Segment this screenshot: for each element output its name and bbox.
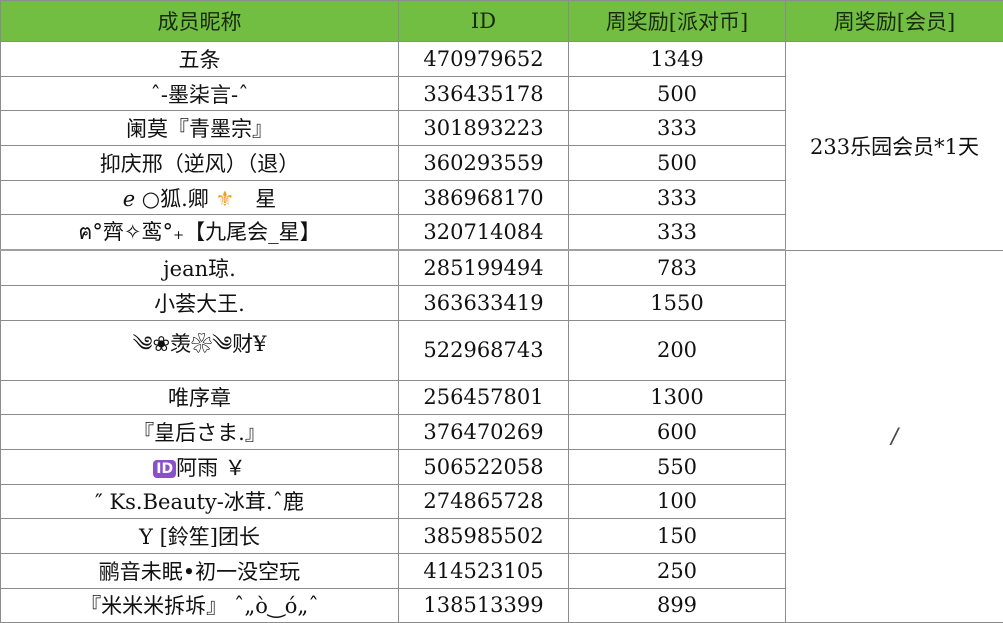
- cell-id[interactable]: 414523105: [399, 553, 569, 588]
- cell-coins[interactable]: 333: [569, 215, 786, 250]
- cell-id[interactable]: 506522058: [399, 449, 569, 484]
- cell-name[interactable]: ฅ°齊✧鸾°₊【九尾会_星】: [1, 215, 399, 250]
- cell-coins[interactable]: 150: [569, 519, 786, 554]
- cell-name[interactable]: ༄❀羡❀༄财¥: [1, 320, 399, 380]
- cell-id[interactable]: 376470269: [399, 415, 569, 450]
- cell-membership[interactable]: 233乐园会员*1天: [786, 42, 1003, 251]
- cell-id[interactable]: 522968743: [399, 320, 569, 380]
- cell-id[interactable]: 336435178: [399, 76, 569, 111]
- id-badge-icon: ID: [153, 460, 176, 478]
- cell-id[interactable]: 301893223: [399, 111, 569, 146]
- cell-name[interactable]: 抑庆邢（逆风）（退）: [1, 146, 399, 181]
- cell-coins[interactable]: 333: [569, 180, 786, 215]
- cell-coins[interactable]: 200: [569, 320, 786, 380]
- cell-id[interactable]: 256457801: [399, 380, 569, 415]
- cell-membership[interactable]: /: [786, 250, 1003, 623]
- cell-coins[interactable]: 550: [569, 449, 786, 484]
- cell-coins[interactable]: 783: [569, 250, 786, 285]
- cell-id[interactable]: 363633419: [399, 285, 569, 320]
- fleur-de-lis-icon: ⚜: [215, 187, 234, 211]
- cell-id[interactable]: 385985502: [399, 519, 569, 554]
- cell-id[interactable]: 386968170: [399, 180, 569, 215]
- header-membership[interactable]: 周奖励[会员]: [786, 1, 1003, 42]
- cell-coins[interactable]: 899: [569, 588, 786, 623]
- cell-coins[interactable]: 1300: [569, 380, 786, 415]
- header-nickname[interactable]: 成员昵称: [1, 1, 399, 42]
- cell-name[interactable]: ℯ ○狐.卿 ⚜ 星: [1, 180, 399, 215]
- cell-name[interactable]: 『米米米拆坼』 ˆ„ò‿ó„ˆ: [1, 588, 399, 623]
- cell-coins[interactable]: 500: [569, 146, 786, 181]
- cell-coins[interactable]: 1349: [569, 42, 786, 77]
- cell-name[interactable]: 阑莫『青墨宗』: [1, 111, 399, 146]
- header-id[interactable]: ID: [399, 1, 569, 42]
- cell-name[interactable]: ˆ-墨柒言-ˆ: [1, 76, 399, 111]
- header-coins[interactable]: 周奖励[派对币]: [569, 1, 786, 42]
- cell-id[interactable]: 274865728: [399, 484, 569, 519]
- cell-coins[interactable]: 100: [569, 484, 786, 519]
- cell-id[interactable]: 285199494: [399, 250, 569, 285]
- cell-name[interactable]: 五条: [1, 42, 399, 77]
- cell-name[interactable]: 唯序章: [1, 380, 399, 415]
- cell-id[interactable]: 470979652: [399, 42, 569, 77]
- cell-id[interactable]: 360293559: [399, 146, 569, 181]
- cell-coins[interactable]: 333: [569, 111, 786, 146]
- cell-coins[interactable]: 250: [569, 553, 786, 588]
- cell-name[interactable]: 『皇后さま.』: [1, 415, 399, 450]
- cell-name[interactable]: 小荟大王.: [1, 285, 399, 320]
- header-row: 成员昵称 ID 周奖励[派对币] 周奖励[会员]: [1, 1, 1003, 42]
- cell-id[interactable]: 138513399: [399, 588, 569, 623]
- cell-coins[interactable]: 1550: [569, 285, 786, 320]
- cell-name[interactable]: 鹂音未眠•初一没空玩: [1, 553, 399, 588]
- cell-name[interactable]: ″ Ks.Beauty-冰茸.ˆ鹿: [1, 484, 399, 519]
- cell-name[interactable]: jean琼.: [1, 250, 399, 285]
- cell-id[interactable]: 320714084: [399, 215, 569, 250]
- cell-coins[interactable]: 600: [569, 415, 786, 450]
- cell-coins[interactable]: 500: [569, 76, 786, 111]
- cell-name[interactable]: Y [鈴笙]团长: [1, 519, 399, 554]
